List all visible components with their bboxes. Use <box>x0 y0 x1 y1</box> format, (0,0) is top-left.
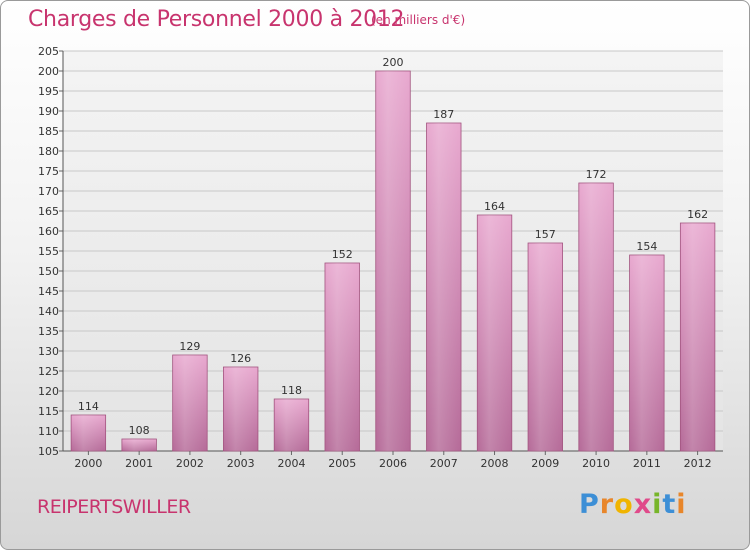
x-tick-label: 2009 <box>531 457 559 470</box>
bar-value-label: 187 <box>433 108 454 121</box>
bar-shine <box>426 123 462 451</box>
y-tick-label: 170 <box>38 185 59 198</box>
y-tick-label: 140 <box>38 305 59 318</box>
y-tick-label: 175 <box>38 165 59 178</box>
x-tick-label: 2005 <box>328 457 356 470</box>
x-tick-label: 2006 <box>379 457 407 470</box>
x-tick-label: 2002 <box>176 457 204 470</box>
bar-shine <box>71 415 106 451</box>
bar-shine <box>274 399 309 451</box>
bar-value-label: 200 <box>383 56 404 69</box>
x-tick-label: 2012 <box>684 457 712 470</box>
bar-value-label: 164 <box>484 200 505 213</box>
y-tick-label: 160 <box>38 225 59 238</box>
x-tick-label: 2010 <box>582 457 610 470</box>
x-tick-label: 2011 <box>633 457 661 470</box>
bar-shine <box>578 183 614 451</box>
logo-letter: o <box>614 489 634 520</box>
bar-value-label: 157 <box>535 228 556 241</box>
x-tick-label: 2003 <box>227 457 255 470</box>
bar-shine <box>528 243 563 451</box>
y-tick-label: 120 <box>38 385 59 398</box>
logo-letter: t <box>662 489 677 520</box>
bar-value-label: 172 <box>586 168 607 181</box>
y-tick-label: 125 <box>38 365 59 378</box>
y-tick-label: 155 <box>38 245 59 258</box>
bar-value-label: 126 <box>230 352 251 365</box>
bar-value-label: 162 <box>687 208 708 221</box>
y-tick-label: 190 <box>38 105 59 118</box>
y-tick-label: 195 <box>38 85 59 98</box>
logo-letter: i <box>676 489 687 520</box>
bar-shine <box>121 439 157 451</box>
bar-shine <box>629 255 665 451</box>
y-tick-label: 105 <box>38 445 59 458</box>
bar-value-label: 118 <box>281 384 302 397</box>
logo-letter: x <box>633 489 653 520</box>
x-tick-label: 2007 <box>430 457 458 470</box>
y-tick-label: 200 <box>38 65 59 78</box>
bar-value-label: 154 <box>636 240 657 253</box>
bar-shine <box>375 71 411 451</box>
x-tick-label: 2008 <box>481 457 509 470</box>
bar-value-label: 152 <box>332 248 353 261</box>
bar-shine <box>477 215 512 451</box>
y-tick-label: 205 <box>38 45 59 58</box>
chart-subtitle: (en milliers d'€) <box>371 13 466 27</box>
bar-shine <box>223 367 258 451</box>
bar-shine <box>172 355 208 451</box>
y-tick-label: 110 <box>38 425 59 438</box>
logo-letter: P <box>579 489 600 520</box>
x-tick-label: 2001 <box>125 457 153 470</box>
x-tick-label: 2000 <box>74 457 102 470</box>
bar-shine <box>324 263 360 451</box>
bar-value-label: 129 <box>179 340 200 353</box>
y-tick-label: 165 <box>38 205 59 218</box>
bar-shine <box>680 223 715 451</box>
y-tick-label: 135 <box>38 325 59 338</box>
commune-name: REIPERTSWILLER <box>37 496 191 518</box>
y-tick-label: 130 <box>38 345 59 358</box>
x-tick-label: 2004 <box>277 457 305 470</box>
y-tick-label: 145 <box>38 285 59 298</box>
proxiti-logo: Proxiti <box>579 489 687 520</box>
bar-value-label: 108 <box>129 424 150 437</box>
y-tick-label: 185 <box>38 125 59 138</box>
logo-letter: r <box>599 489 615 520</box>
y-tick-label: 115 <box>38 405 59 418</box>
logo-letter: i <box>652 489 663 520</box>
y-tick-label: 150 <box>38 265 59 278</box>
bar-value-label: 114 <box>78 400 99 413</box>
y-tick-label: 180 <box>38 145 59 158</box>
chart-title: Charges de Personnel 2000 à 2012 <box>28 7 405 32</box>
